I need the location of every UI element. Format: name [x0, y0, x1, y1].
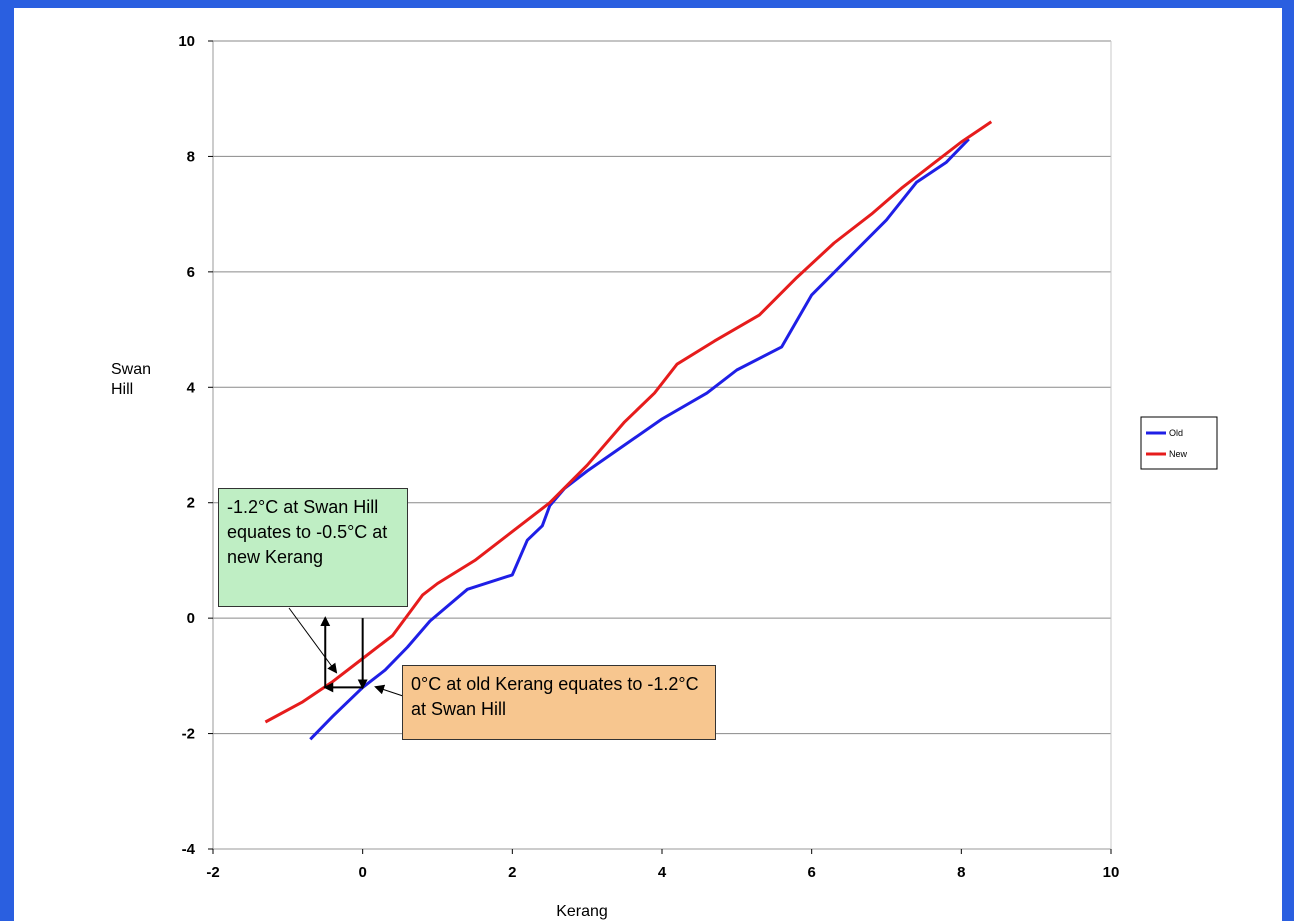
- y-tick-label: 8: [187, 148, 195, 165]
- pointer-green-note: [288, 607, 338, 674]
- y-tick-label: 4: [187, 379, 196, 396]
- y-tick-label: 0: [187, 610, 195, 627]
- legend: Old New: [1140, 416, 1218, 470]
- x-tick-label: 10: [1103, 864, 1120, 881]
- series-line-old: [309, 138, 970, 741]
- annotation-old-kerang: 0°C at old Kerang equates to -1.2°C at S…: [402, 665, 716, 740]
- x-tick-label: 0: [358, 864, 366, 881]
- x-tick-label: 8: [957, 864, 965, 881]
- chart-frame: -4 -2 0 2 4 6 8 10 -2 0 2 4 6 8 10 Kerang Swan Hill Old…: [14, 8, 1282, 921]
- x-tick-label: -2: [206, 864, 219, 881]
- y-tick-label: 10: [178, 33, 195, 50]
- x-tick-label: 4: [658, 864, 667, 881]
- series-lines: [264, 120, 993, 741]
- y-tick-label: -2: [182, 726, 195, 743]
- pointer-orange-note: [374, 684, 407, 698]
- y-tick-label: 6: [187, 264, 195, 281]
- annotation-new-kerang: -1.2°C at Swan Hill equates to -0.5°C at…: [218, 488, 408, 607]
- axes: -4 -2 0 2 4 6 8 10 -2 0 2 4 6 8 10: [178, 33, 1119, 881]
- series-line-new: [264, 120, 993, 724]
- x-tick-label: 6: [807, 864, 815, 881]
- x-tick-label: 2: [508, 864, 516, 881]
- legend-label-old: Old: [1169, 428, 1183, 438]
- annotation-arrows: [288, 607, 407, 698]
- x-axis-label: Kerang: [556, 903, 608, 920]
- gridlines: [213, 40, 1111, 735]
- legend-label-new: New: [1169, 449, 1188, 459]
- legend-box: [1140, 416, 1218, 470]
- y-axis-label: Swan Hill: [111, 361, 151, 398]
- line-chart: -4 -2 0 2 4 6 8 10 -2 0 2 4 6 8 10 Kerang Swan Hill Old…: [111, 33, 1218, 920]
- y-tick-label: -4: [182, 841, 196, 858]
- y-tick-label: 2: [187, 495, 195, 512]
